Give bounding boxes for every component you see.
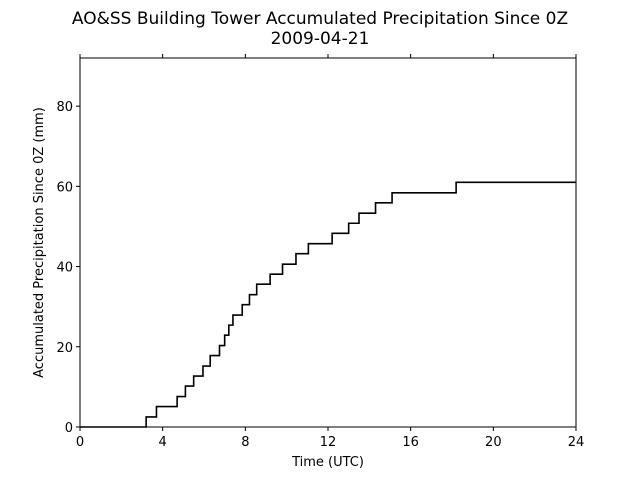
x-tick-label: 4 <box>159 435 167 450</box>
precipitation-series-line <box>80 181 576 428</box>
y-tick-label: 20 <box>56 341 73 356</box>
x-tick-label: 0 <box>76 435 84 450</box>
x-tick-label: 16 <box>402 435 419 450</box>
plot-frame <box>79 57 577 428</box>
chart-subtitle: 2009-04-21 <box>271 29 370 49</box>
y-tick-label: 40 <box>56 261 73 276</box>
x-tick-label: 24 <box>568 435 585 450</box>
x-axis-label: Time (UTC) <box>291 455 364 470</box>
chart-title: AO&SS Building Tower Accumulated Precipi… <box>72 9 568 29</box>
x-tick-label: 20 <box>485 435 502 450</box>
y-tick-label: 80 <box>56 100 73 115</box>
y-tick-label: 60 <box>56 180 73 195</box>
axis-ticks: 0 4 8 12 16 20 24 0 20 40 60 80 <box>56 54 584 450</box>
y-axis-label: Accumulated Precipitation Since 0Z (mm) <box>32 107 47 378</box>
y-tick-label: 0 <box>65 421 73 436</box>
x-tick-label: 12 <box>320 435 337 450</box>
x-tick-label: 8 <box>241 435 249 450</box>
